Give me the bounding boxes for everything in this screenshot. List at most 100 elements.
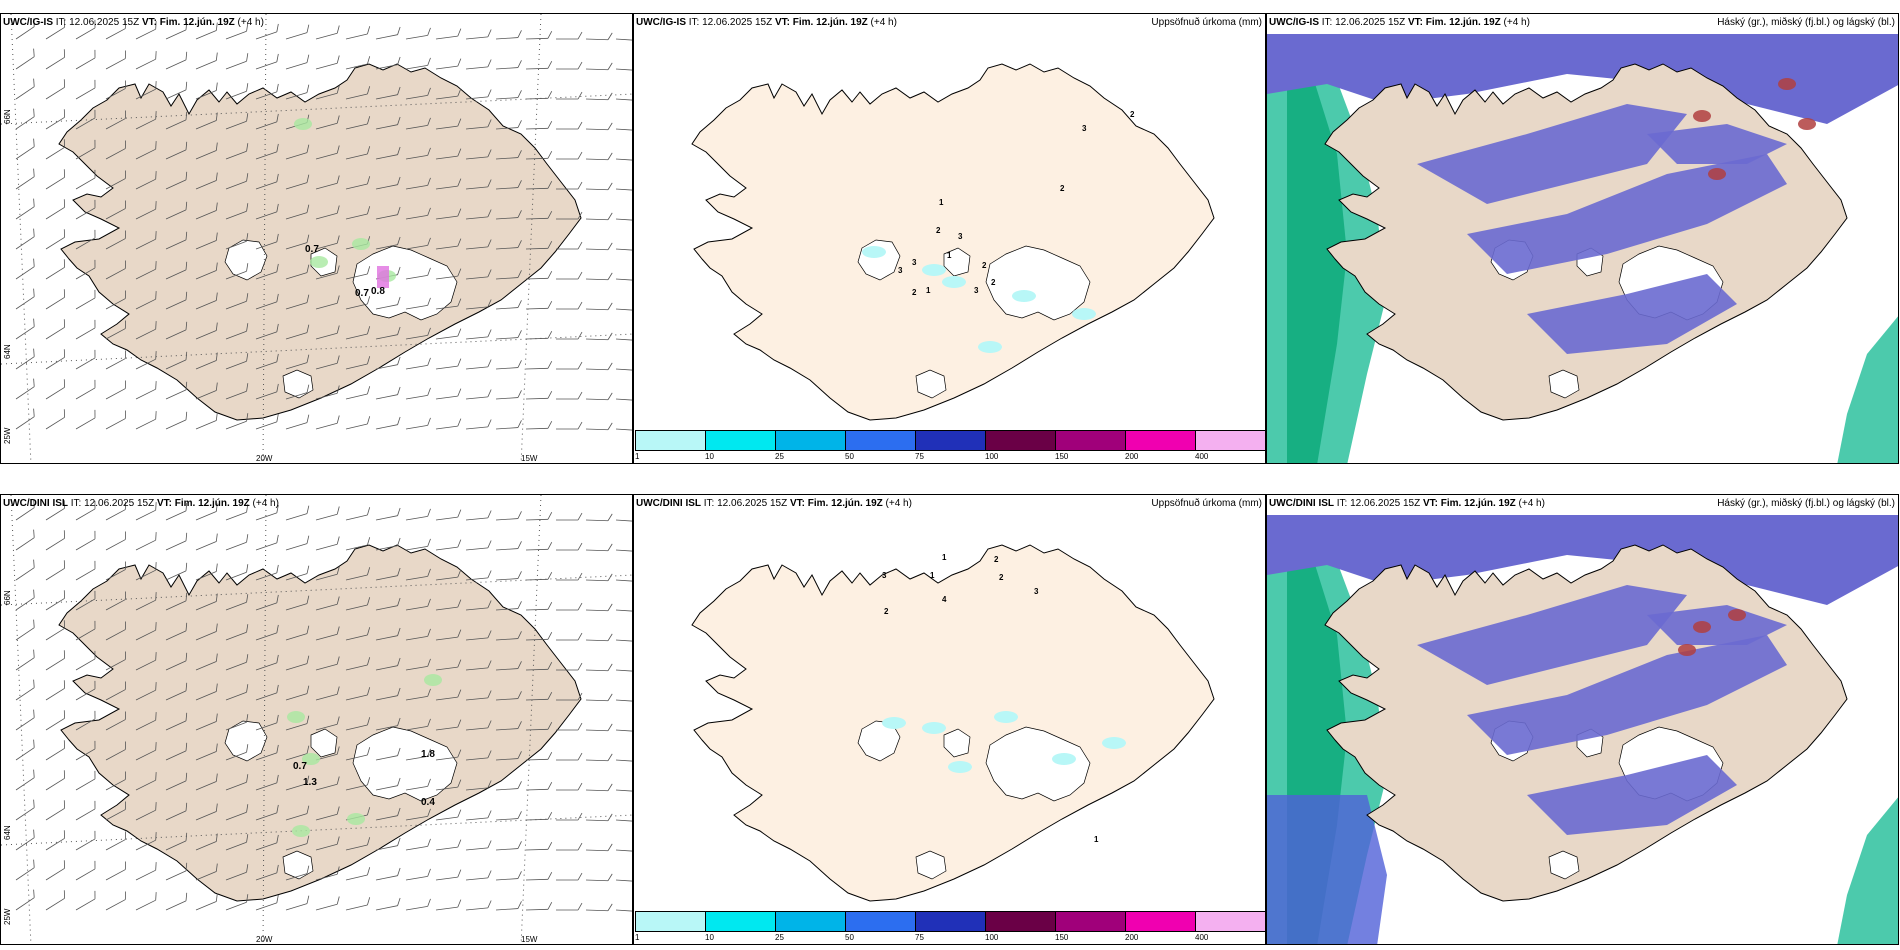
- wind-barb: [585, 32, 613, 41]
- wind-barb: [405, 57, 431, 70]
- wind-barb: [465, 29, 492, 40]
- colorbar-tick-label: 1: [635, 933, 640, 942]
- field-title: Háský (gr.), miðský (fj.bl.) og lágský (…: [1717, 17, 1895, 28]
- wind-barb: [555, 602, 583, 611]
- lon-label-20w: 20W: [256, 454, 273, 463]
- field-title: Uppsöfnuð úrkoma (mm): [1151, 17, 1262, 28]
- wind-barb: [225, 53, 249, 70]
- wind-barb: [465, 720, 492, 731]
- wind-barb: [195, 352, 218, 370]
- wind-barb: [225, 173, 249, 190]
- wind-barb: [315, 385, 340, 400]
- wind-barb: [255, 804, 279, 821]
- wind-barb: [465, 840, 492, 851]
- latitude-line: [1, 814, 632, 846]
- wind-barb: [255, 894, 279, 911]
- wind-barb: [255, 594, 279, 611]
- wind-barb: [225, 413, 249, 430]
- wind-barb: [465, 119, 492, 130]
- wind-barb: [255, 834, 279, 851]
- wind-barb: [135, 592, 157, 611]
- wind-barb: [165, 411, 188, 430]
- precip-blotch: [302, 753, 320, 765]
- wind-barb: [75, 79, 96, 100]
- precip-area: [948, 761, 972, 773]
- valid-time-label: VT:: [1422, 498, 1441, 509]
- wind-barb: [225, 864, 249, 881]
- colorbar-swatch: [1196, 912, 1265, 931]
- wind-barb: [135, 111, 157, 130]
- latitude-line: [1, 333, 632, 365]
- precip-value-label: 2: [982, 261, 987, 270]
- wind-barb: [465, 600, 492, 611]
- wind-barb: [105, 200, 126, 220]
- precip-value-label: 3: [882, 571, 887, 580]
- wind-barb: [135, 502, 157, 521]
- wind-barb: [105, 50, 126, 70]
- wind-barb: [585, 843, 613, 852]
- wind-barb: [285, 625, 310, 641]
- wind-barb: [105, 290, 126, 310]
- wind-barb: [135, 261, 157, 280]
- wind-barb: [165, 51, 188, 70]
- wind-barb: [225, 113, 249, 130]
- precip-area: [882, 717, 906, 729]
- model-name: UWC/IG-IS: [1269, 17, 1319, 28]
- wind-barb: [375, 867, 401, 881]
- panel-title: UWC/IG-IS IT: 12.06.2025 15Z VT: Fim. 12…: [3, 17, 264, 28]
- wind-barb: [345, 567, 371, 581]
- wind-barb: [435, 28, 462, 40]
- wind-barb: [75, 409, 96, 430]
- wind-barb: [165, 622, 188, 641]
- glacier: [985, 245, 1091, 321]
- precip-area: [942, 276, 966, 288]
- wind-barb: [225, 23, 249, 40]
- wind-barb: [255, 624, 279, 641]
- wind-barb: [525, 210, 553, 220]
- longitude-line: [262, 14, 267, 463]
- wind-barb: [525, 661, 553, 671]
- wind-barb: [495, 871, 522, 881]
- map-canvas: [691, 544, 1215, 902]
- colorbar-swatch: [1056, 431, 1126, 450]
- precip-value-label: 2: [1060, 184, 1065, 193]
- wind-barb: [225, 774, 249, 791]
- wind-barb: [405, 87, 431, 100]
- lat-label-66n: 66N: [3, 590, 12, 605]
- wind-barb: [195, 22, 218, 40]
- wind-barb: [45, 229, 66, 250]
- wind-barb: [525, 30, 553, 40]
- high-cloud-streak: [1527, 274, 1737, 354]
- wind-barb: [15, 739, 35, 761]
- wind-barb: [45, 19, 66, 40]
- colorbar-tick-label: 50: [845, 933, 854, 942]
- precip-value-label: 1: [947, 251, 952, 260]
- wind-barb: [105, 891, 126, 911]
- wind-barb: [15, 799, 35, 821]
- wind-barb: [525, 60, 553, 70]
- wind-barb: [165, 81, 188, 100]
- init-time: IT: 12.06.2025 15Z: [68, 498, 157, 509]
- wind-barb: [15, 859, 35, 881]
- wind-value-label: 0.8: [371, 286, 385, 297]
- init-time: IT: 12.06.2025 15Z: [1319, 17, 1408, 28]
- wind-barb: [45, 800, 66, 821]
- glacier: [310, 728, 338, 758]
- wind-barb: [195, 232, 218, 250]
- wind-barb: [495, 841, 522, 851]
- wind-barb: [315, 716, 340, 731]
- wind-barb: [255, 744, 279, 761]
- wind-barb: [165, 141, 188, 160]
- glacier: [1548, 369, 1580, 399]
- valid-time-label: VT:: [789, 498, 808, 509]
- wind-barb: [345, 867, 371, 881]
- wind-barb: [555, 301, 583, 310]
- wind-barb: [375, 807, 401, 821]
- wind-barb: [285, 174, 310, 190]
- wind-barb: [135, 381, 157, 400]
- wind-barb: [255, 293, 279, 310]
- wind-barb: [105, 831, 126, 851]
- glacier: [1548, 850, 1580, 880]
- wind-barb: [465, 750, 492, 761]
- wind-barb: [285, 144, 310, 160]
